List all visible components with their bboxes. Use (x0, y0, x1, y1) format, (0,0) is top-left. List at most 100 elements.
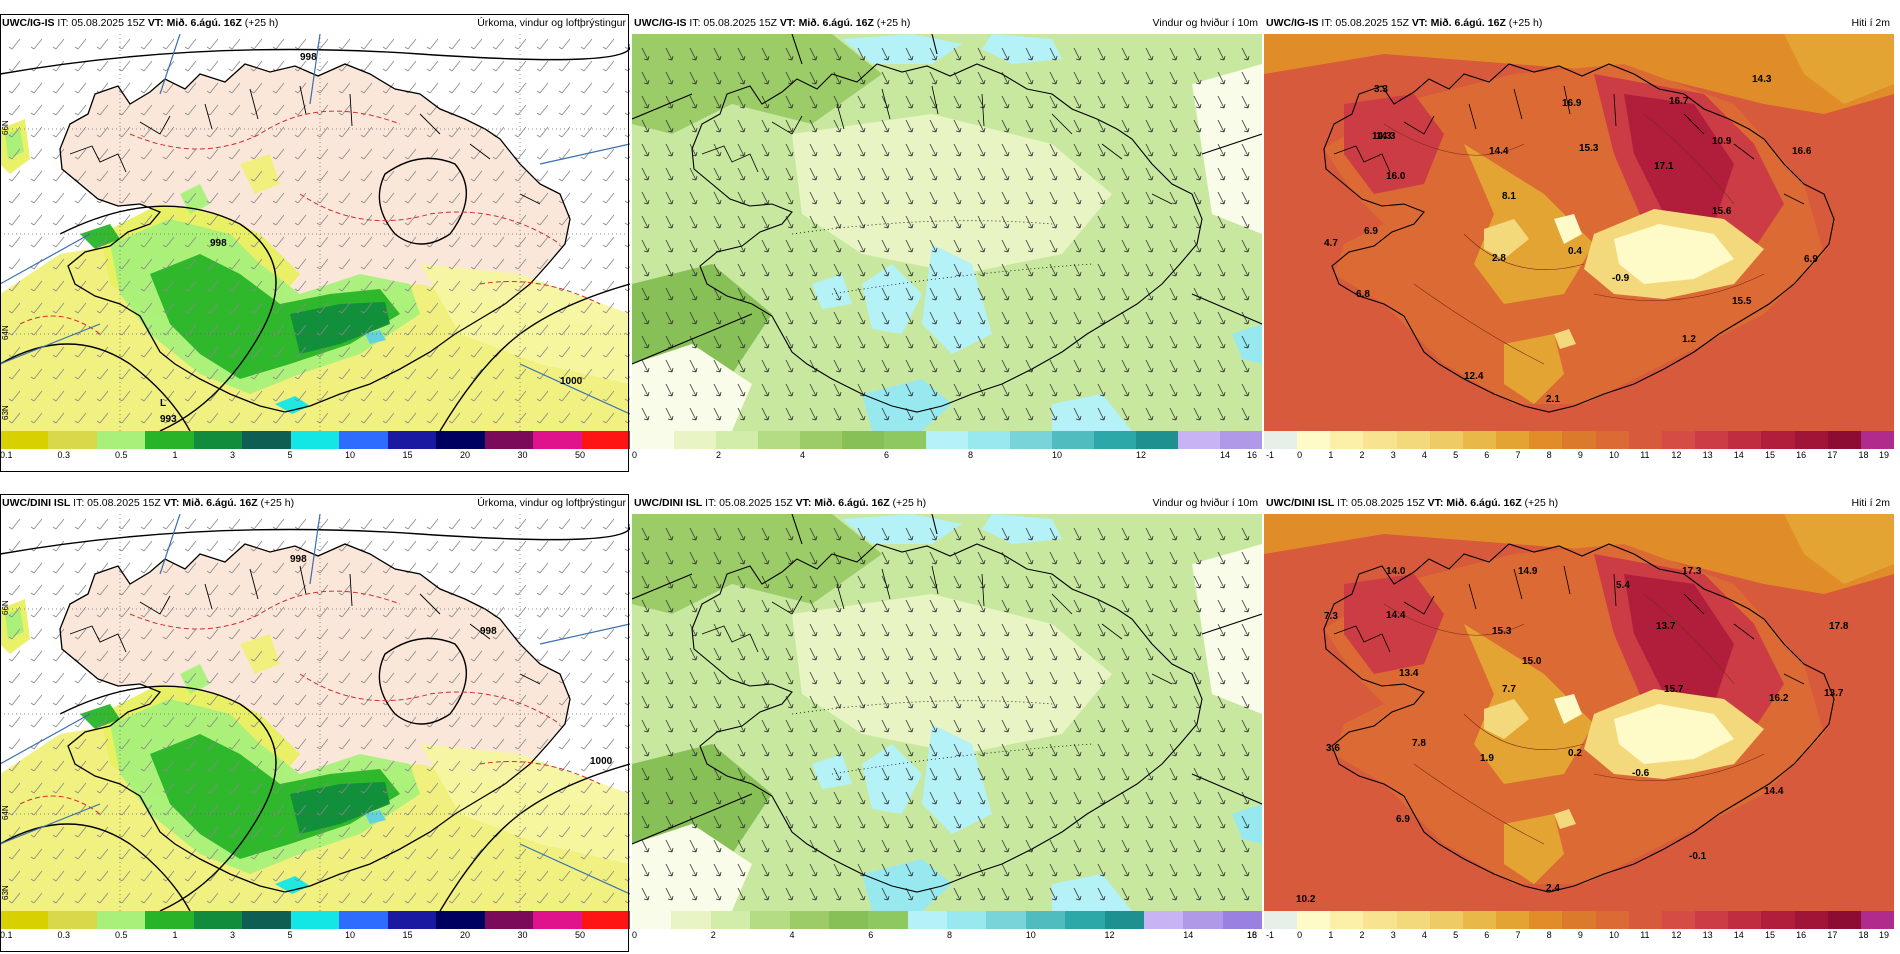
colorbar-tick-label: 17 (1827, 930, 1838, 940)
colorbar-swatch (1562, 911, 1596, 929)
colorbar-swatch (1183, 911, 1223, 929)
colorbar-swatch (533, 911, 582, 929)
latitude-label: 64N (1, 805, 10, 820)
lead-time: (+25 h) (260, 497, 295, 509)
colorbar-tick-label: 12 (1136, 450, 1147, 460)
map-area[interactable] (632, 514, 1262, 911)
colorbar-tick-label: 5 (287, 450, 293, 460)
temperature-value-label: -0.9 (1612, 273, 1630, 284)
colorbar-tick-label: 10 (345, 930, 356, 940)
colorbar-swatch (1529, 431, 1563, 449)
temperature-value-label: 2.8 (1492, 253, 1506, 264)
colorbar-swatch (674, 431, 716, 449)
colorbar-tick-label: 20 (460, 930, 471, 940)
precip-map[interactable]: 998 998 1000 66N 64N 63N (0, 514, 630, 911)
colorbar-tick-label: 0.5 (115, 930, 128, 940)
colorbar-swatch (242, 911, 291, 929)
precip-map[interactable]: L 993 998 998 1000 66N 64N 63N (0, 34, 630, 431)
colorbar-tick-label: 0.1 (0, 450, 13, 460)
colorbar (632, 431, 1262, 449)
panel-title: Úrkoma, vindur og loftþrýstingur (477, 17, 626, 29)
colorbar-swatch (758, 431, 800, 449)
temp-map[interactable]: 14.33.316.9 16.714.314.314.4 15.317.110.91… (1264, 34, 1894, 431)
wind-map[interactable] (632, 514, 1262, 911)
wind-map[interactable] (632, 34, 1262, 431)
colorbar-tick-label: -1 (1266, 930, 1275, 940)
temperature-value-label: 10.2 (1296, 894, 1316, 905)
colorbar-swatch (533, 431, 582, 449)
panel-title: Hiti í 2m (1851, 497, 1890, 509)
colorbar-tick-label: 0 (632, 450, 638, 460)
colorbar-ticks: 0.1 0.3 0.5 1 3 5 10 15 20 30 50 (0, 929, 630, 943)
colorbar-tick-label: 15 (402, 450, 413, 460)
colorbar-swatch (1661, 911, 1696, 929)
colorbar-swatch (1025, 911, 1066, 929)
temperature-value-label: 4.7 (1324, 238, 1338, 249)
colorbar-tick-label: 1 (172, 930, 178, 940)
colorbar-tick-label: 6 (1484, 450, 1490, 460)
colorbar-tick-label: 1 (172, 450, 178, 460)
colorbar-swatch (1562, 431, 1596, 449)
panel-title: Úrkoma, vindur og loftþrýstingur (477, 497, 626, 509)
colorbar-swatch (1529, 911, 1563, 929)
colorbar-swatch (1728, 911, 1762, 929)
colorbar-tick-label: 12 (1671, 450, 1682, 460)
map-area[interactable]: 14.0 14.9 5.4 17.3 7.3 14.4 15.3 13.7 17.8 15.0 13… (1264, 514, 1894, 911)
init-time: IT: 05.08.2025 15Z (1321, 17, 1409, 29)
colorbar-tick-label: -1 (1266, 450, 1275, 460)
temperature-value-label: 13.7 (1824, 688, 1844, 699)
colorbar-swatch (581, 911, 631, 929)
colorbar-tick-label: 15 (1764, 450, 1775, 460)
colorbar-tick-label: 0.1 (0, 930, 13, 940)
colorbar-swatch (1794, 431, 1828, 449)
colorbar-swatch (1264, 911, 1298, 929)
colorbar-tick-label: 12 (1671, 930, 1682, 940)
colorbar-tick-label: 0 (1297, 930, 1303, 940)
colorbar-swatch (1065, 911, 1105, 929)
colorbar-swatch (581, 431, 631, 449)
temperature-value-label: 7.3 (1324, 611, 1338, 622)
colorbar-swatch (1222, 911, 1262, 929)
colorbar-ticks: 0 2 4 6 8 10 12 14 16 18 (632, 929, 1262, 943)
temperature-value-label: 16.0 (1386, 171, 1406, 182)
colorbar (0, 431, 631, 449)
colorbar-tick-label: 10 (1609, 450, 1620, 460)
colorbar-swatch (145, 431, 194, 449)
colorbar-swatch (632, 911, 672, 929)
temperature-value-label: 14.4 (1386, 610, 1406, 621)
temperature-value-label: 16.6 (1792, 146, 1812, 157)
colorbar-swatch (1396, 431, 1430, 449)
colorbar-swatch (1010, 431, 1052, 449)
model-name: UWC/DINI ISL (634, 497, 703, 509)
temperature-value-label: 13.7 (1656, 621, 1676, 632)
colorbar-swatch (800, 431, 842, 449)
map-area[interactable]: 14.3 3.3 16.9 16.7 14.3 14.3 14.4 15.3 17.1 10.9 1… (1264, 34, 1894, 431)
colorbar (1264, 431, 1894, 449)
colorbar-tick-label: 18 (1247, 930, 1258, 940)
map-area[interactable] (632, 34, 1262, 431)
colorbar-swatch (1661, 431, 1696, 449)
colorbar-swatch (1052, 431, 1094, 449)
colorbar-swatch (1761, 911, 1795, 929)
colorbar-ticks: 0.1 0.3 0.5 1 3 5 10 15 20 30 50 (0, 449, 630, 463)
temp-map[interactable]: 14.0 14.9 5.4 17.3 7.3 14.4 15.3 13.7 17.8 15.0 13… (1264, 514, 1894, 911)
panel-title: Vindur og hviður í 10m (1152, 17, 1258, 29)
map-area[interactable]: 998 998 1000 66N 64N 63N (0, 514, 630, 911)
colorbar-swatch (1136, 431, 1178, 449)
colorbar-swatch (1794, 911, 1828, 929)
valid-time-label: VT: (795, 497, 812, 509)
map-area[interactable]: L 993 998 998 1000 66N 64N 63N (0, 34, 630, 431)
init-time: IT: 05.08.2025 15Z (1337, 497, 1425, 509)
colorbar-swatch (671, 911, 711, 929)
temperature-value-label: 15.6 (1712, 206, 1732, 217)
colorbar-swatch (947, 911, 987, 929)
colorbar-tick-label: 4 (800, 450, 806, 460)
colorbar-swatch (1178, 431, 1220, 449)
colorbar-swatch (1695, 431, 1729, 449)
colorbar-swatch (193, 431, 243, 449)
colorbar-swatch (1628, 911, 1662, 929)
colorbar-swatch (926, 431, 968, 449)
colorbar-swatch (1094, 431, 1136, 449)
panel-wind-dini: UWC/DINI ISL IT: 05.08.2025 15Z VT: Mið.… (632, 494, 1262, 954)
colorbar-swatch (1827, 431, 1861, 449)
